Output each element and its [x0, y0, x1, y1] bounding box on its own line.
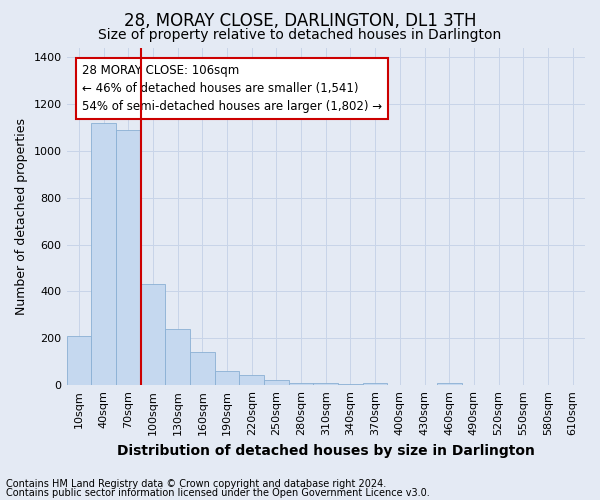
Text: Contains HM Land Registry data © Crown copyright and database right 2024.: Contains HM Land Registry data © Crown c…: [6, 479, 386, 489]
Bar: [67, 336, 91, 386]
Bar: [116, 130, 140, 386]
Bar: [215, 371, 239, 386]
Bar: [363, 383, 388, 386]
Bar: [91, 122, 116, 386]
Bar: [264, 380, 289, 386]
Bar: [289, 383, 313, 386]
Bar: [190, 352, 215, 386]
Bar: [165, 329, 190, 386]
Text: Contains public sector information licensed under the Open Government Licence v3: Contains public sector information licen…: [6, 488, 430, 498]
Bar: [437, 383, 461, 386]
Bar: [338, 384, 363, 386]
Text: 28, MORAY CLOSE, DARLINGTON, DL1 3TH: 28, MORAY CLOSE, DARLINGTON, DL1 3TH: [124, 12, 476, 30]
Text: Size of property relative to detached houses in Darlington: Size of property relative to detached ho…: [98, 28, 502, 42]
Bar: [239, 374, 264, 386]
Bar: [140, 284, 165, 386]
Bar: [313, 383, 338, 386]
Text: 28 MORAY CLOSE: 106sqm
← 46% of detached houses are smaller (1,541)
54% of semi-: 28 MORAY CLOSE: 106sqm ← 46% of detached…: [82, 64, 382, 114]
X-axis label: Distribution of detached houses by size in Darlington: Distribution of detached houses by size …: [117, 444, 535, 458]
Y-axis label: Number of detached properties: Number of detached properties: [15, 118, 28, 315]
